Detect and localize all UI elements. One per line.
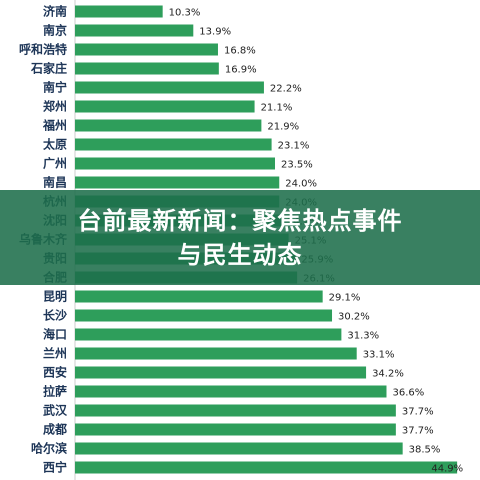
bar (75, 43, 218, 56)
category-label: 太原 (43, 137, 67, 152)
category-label: 呼和浩特 (19, 42, 67, 57)
category-label: 南昌 (43, 175, 67, 190)
category-label: 南京 (43, 23, 67, 38)
bar (75, 100, 255, 113)
category-label: 海口 (43, 327, 67, 342)
category-label: 哈尔滨 (31, 441, 67, 456)
bar (75, 328, 342, 341)
category-label: 广州 (43, 156, 67, 171)
bar (75, 138, 272, 151)
bar (75, 404, 396, 417)
category-label: 西安 (43, 365, 67, 380)
bar (75, 442, 403, 455)
value-label: 21.1% (261, 103, 293, 114)
category-label: 武汉 (43, 403, 68, 418)
category-label: 石家庄 (30, 61, 67, 76)
value-label: 44.9% (431, 464, 463, 475)
bar (75, 461, 458, 474)
category-label: 南宁 (43, 80, 67, 95)
value-label: 36.6% (392, 388, 424, 399)
bar (75, 309, 333, 322)
headline-line-2: 与民生动态 (177, 240, 303, 269)
bar (75, 385, 387, 398)
value-label: 34.2% (372, 369, 404, 380)
bar (75, 290, 323, 303)
category-label: 西宁 (43, 460, 67, 475)
value-label: 16.9% (225, 65, 257, 76)
value-label: 29.1% (329, 293, 361, 304)
value-label: 37.7% (402, 426, 434, 437)
bar (75, 24, 194, 37)
bar (75, 62, 219, 75)
value-label: 38.5% (409, 445, 441, 456)
value-label: 24.0% (285, 179, 317, 190)
value-label: 33.1% (363, 350, 395, 361)
headline-line-1: 台前最新新闻：聚焦热点事件 (77, 206, 403, 235)
category-label: 郑州 (43, 99, 67, 114)
category-label: 济南 (43, 4, 67, 19)
value-label: 21.9% (267, 122, 299, 133)
bar (75, 347, 357, 360)
category-label: 拉萨 (43, 384, 67, 399)
bar (75, 81, 264, 94)
value-label: 31.3% (347, 331, 379, 342)
headline-banner: 台前最新新闻：聚焦热点事件 与民生动态 (0, 190, 480, 285)
bar (75, 119, 262, 132)
bar (75, 423, 396, 436)
value-label: 30.2% (338, 312, 370, 323)
value-label: 22.2% (270, 84, 302, 95)
value-label: 23.5% (281, 160, 313, 171)
value-label: 16.8% (224, 46, 256, 57)
bar (75, 366, 367, 379)
bar (75, 157, 275, 170)
bar (75, 176, 280, 189)
category-label: 长沙 (43, 308, 67, 323)
category-label: 福州 (42, 118, 67, 133)
category-label: 兰州 (43, 346, 67, 361)
value-label: 23.1% (278, 141, 310, 152)
value-label: 10.3% (169, 8, 201, 19)
value-label: 37.7% (402, 407, 434, 418)
category-label: 昆明 (43, 290, 67, 304)
category-label: 成都 (43, 422, 67, 437)
value-label: 13.9% (199, 27, 231, 38)
bar (75, 5, 163, 18)
